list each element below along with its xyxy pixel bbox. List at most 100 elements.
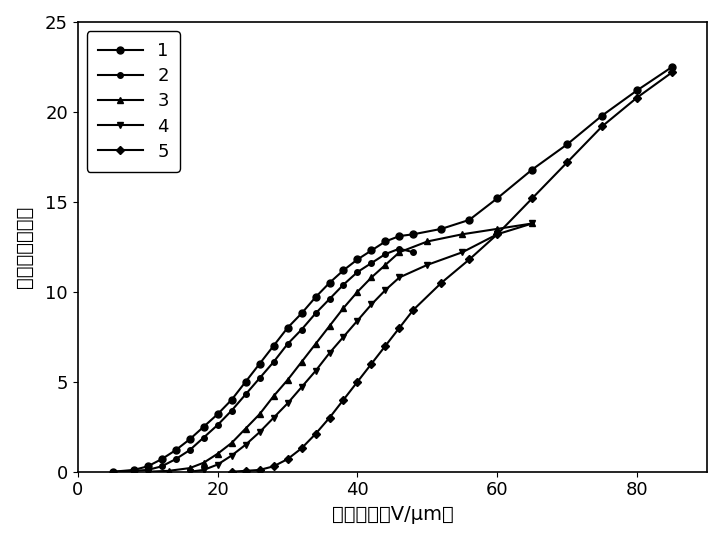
- 2: [311, 310, 320, 316]
- 2: [227, 407, 236, 414]
- 1: [668, 64, 677, 70]
- 3: [256, 411, 264, 417]
- 1: [395, 233, 404, 239]
- 5: [297, 445, 306, 452]
- 1: [493, 195, 502, 202]
- 2: [339, 281, 348, 288]
- 5: [598, 123, 606, 129]
- 2: [186, 447, 194, 453]
- 1: [129, 467, 138, 473]
- 4: [395, 274, 404, 281]
- 4: [367, 301, 375, 308]
- 1: [528, 166, 536, 172]
- 5: [465, 256, 474, 262]
- 2: [241, 391, 250, 398]
- 3: [339, 305, 348, 311]
- 3: [311, 341, 320, 347]
- 4: [353, 317, 362, 324]
- 1: [241, 378, 250, 385]
- 2: [409, 249, 418, 255]
- 3: [493, 226, 502, 232]
- 4: [186, 468, 194, 475]
- 5: [437, 280, 445, 286]
- 2: [171, 456, 180, 462]
- 4: [227, 452, 236, 459]
- 5: [395, 324, 404, 331]
- 4: [241, 441, 250, 448]
- 5: [632, 94, 641, 101]
- 5: [269, 463, 278, 469]
- 1: [297, 310, 306, 316]
- 2: [256, 375, 264, 382]
- 2: [283, 341, 292, 347]
- Y-axis label: （％）面积形变: （％）面积形变: [15, 206, 34, 288]
- 4: [256, 429, 264, 436]
- 2: [367, 260, 375, 266]
- 5: [241, 468, 250, 474]
- Line: 2: 2: [110, 246, 416, 474]
- 5: [353, 378, 362, 385]
- 3: [381, 261, 390, 268]
- 4: [199, 467, 208, 473]
- 1: [186, 436, 194, 443]
- 1: [256, 361, 264, 367]
- 1: [325, 280, 334, 286]
- 5: [339, 397, 348, 403]
- Line: 3: 3: [144, 220, 536, 475]
- 3: [528, 220, 536, 227]
- 4: [381, 287, 390, 293]
- 3: [213, 451, 222, 457]
- 1: [437, 226, 445, 232]
- 2: [144, 467, 152, 473]
- 1: [311, 294, 320, 300]
- 5: [528, 195, 536, 202]
- 3: [186, 465, 194, 472]
- 1: [465, 217, 474, 223]
- 3: [165, 468, 173, 474]
- 5: [227, 468, 236, 475]
- 4: [269, 414, 278, 421]
- 1: [563, 141, 572, 148]
- 3: [423, 238, 432, 245]
- 2: [129, 468, 138, 474]
- 5: [668, 69, 677, 75]
- 1: [227, 397, 236, 403]
- 4: [325, 350, 334, 356]
- 1: [409, 231, 418, 238]
- 3: [283, 377, 292, 383]
- X-axis label: 电场强度（V/μm）: 电场强度（V/μm）: [331, 505, 453, 524]
- 4: [213, 461, 222, 468]
- 5: [325, 414, 334, 421]
- 5: [283, 456, 292, 462]
- 1: [199, 424, 208, 430]
- 1: [144, 463, 152, 469]
- 1: [283, 324, 292, 331]
- 4: [528, 220, 536, 227]
- 5: [409, 307, 418, 313]
- 5: [563, 159, 572, 165]
- 2: [325, 296, 334, 302]
- 3: [395, 249, 404, 255]
- 3: [458, 231, 466, 238]
- 5: [367, 361, 375, 367]
- 4: [423, 261, 432, 268]
- 1: [213, 411, 222, 417]
- 1: [339, 267, 348, 273]
- 3: [367, 274, 375, 281]
- 1: [632, 87, 641, 94]
- 2: [157, 463, 166, 469]
- Line: 4: 4: [186, 220, 536, 475]
- 1: [171, 447, 180, 453]
- 4: [283, 400, 292, 406]
- 2: [199, 434, 208, 441]
- 5: [256, 467, 264, 473]
- 1: [157, 456, 166, 462]
- 2: [353, 269, 362, 275]
- 2: [108, 468, 117, 475]
- 3: [241, 425, 250, 432]
- 5: [311, 431, 320, 437]
- 3: [144, 468, 152, 475]
- 4: [339, 334, 348, 340]
- 3: [353, 288, 362, 295]
- 1: [381, 238, 390, 245]
